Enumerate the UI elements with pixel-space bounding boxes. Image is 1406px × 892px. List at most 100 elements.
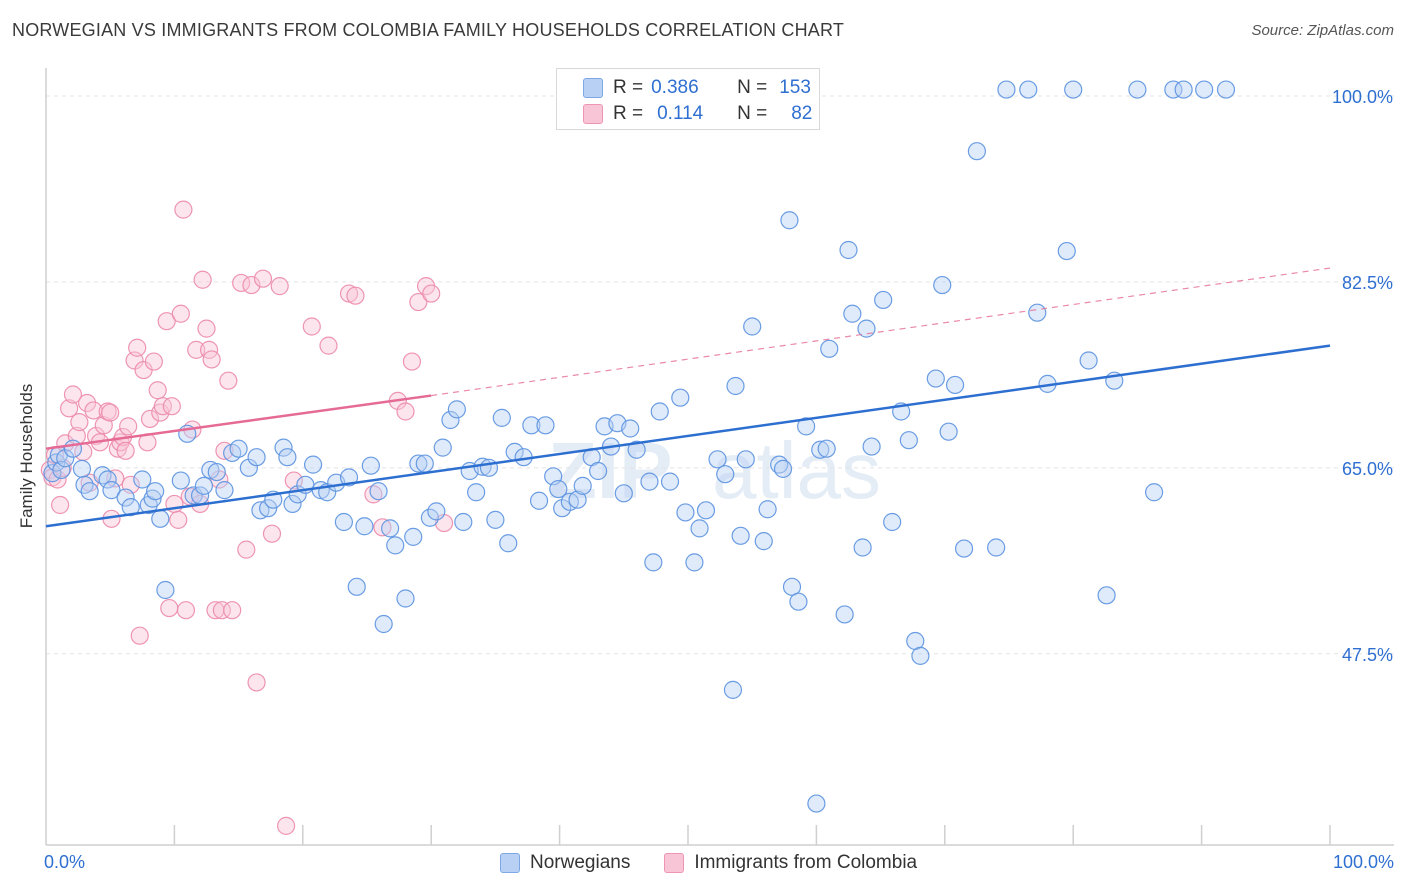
colombia-point <box>162 397 181 416</box>
norwegian-point <box>1128 80 1147 99</box>
norwegian-point <box>690 519 709 538</box>
norwegian-point <box>433 438 452 457</box>
colombia-point <box>402 352 422 371</box>
legend-item-norwegians: Norwegians <box>500 852 630 874</box>
norwegian-point <box>758 500 777 519</box>
norwegian-point <box>274 438 293 457</box>
norwegian-point <box>143 489 162 508</box>
norwegian-point <box>621 419 640 438</box>
norwegian-point <box>640 472 659 491</box>
norwegian-point <box>1216 80 1236 99</box>
norwegian-point <box>80 482 99 501</box>
r-label: R = <box>613 103 644 124</box>
r-value: 0.114 <box>657 103 704 124</box>
norwegian-point <box>676 503 695 522</box>
norwegian-point <box>409 454 428 473</box>
r-label: R = <box>613 77 644 98</box>
norwegian-point <box>1028 303 1047 322</box>
correlation-legend: R = 0.386 N = 153 R = 0.114 N = 82 <box>556 68 820 130</box>
colombia-point <box>373 518 392 537</box>
n-label: N = <box>737 77 768 98</box>
norwegian-point <box>339 468 359 487</box>
norwegian-point <box>98 470 117 489</box>
norwegian-point <box>72 459 92 478</box>
colombia-point <box>70 413 89 432</box>
colombia-point <box>193 270 212 289</box>
norwegian-point <box>467 483 486 502</box>
grid-lines <box>46 95 1394 655</box>
norwegian-point <box>529 491 549 510</box>
norwegian-point <box>954 539 974 558</box>
norwegian-point <box>492 408 511 427</box>
colombia-point <box>63 385 83 404</box>
norwegian-point <box>967 142 987 161</box>
norwegian-point <box>156 580 175 600</box>
colombia-point <box>242 275 261 295</box>
norwegian-point <box>883 512 902 532</box>
norwegian-point <box>1057 241 1076 261</box>
y-axis-label: Family Households <box>17 383 36 529</box>
source-credit: Source: ZipAtlas.com <box>1251 22 1394 39</box>
norwegian-point <box>987 538 1006 557</box>
chart-title: NORWEGIAN VS IMMIGRANTS FROM COLOMBIA FA… <box>12 20 845 40</box>
colombia-point <box>319 336 338 355</box>
series-legend: Norwegians Immigrants from Colombia <box>500 852 951 874</box>
x-tick-max: 100.0% <box>1332 852 1394 872</box>
colombia-point <box>422 284 441 303</box>
norwegian-point <box>723 680 743 699</box>
norwegian-point <box>731 526 750 545</box>
norwegian-point <box>361 456 380 475</box>
norwegian-point <box>151 509 170 528</box>
norwegian-point <box>644 553 663 572</box>
norwegian-point <box>116 488 135 507</box>
watermark-atlas: atlas <box>712 426 881 515</box>
colombia-point <box>409 292 428 312</box>
norwegian-point <box>736 450 755 469</box>
norwegian-point <box>56 449 75 468</box>
colombia-point <box>247 673 266 692</box>
norwegian-point <box>454 512 473 532</box>
colombia-points <box>40 200 454 835</box>
x-tick-min: 0.0% <box>44 852 86 872</box>
colombia-point <box>51 495 70 515</box>
colombia-point <box>302 317 321 336</box>
pink-swatch <box>583 104 603 124</box>
colombia-point <box>140 409 160 429</box>
norwegian-point <box>933 275 952 295</box>
norwegian-point <box>1174 80 1193 99</box>
norwegian-point <box>1079 351 1098 370</box>
norwegian-point <box>589 461 608 481</box>
norwegian-point <box>817 439 836 458</box>
norwegian-point <box>536 416 555 435</box>
colombia-trend-extension <box>431 267 1331 397</box>
norwegian-point <box>945 375 965 395</box>
blue-swatch <box>500 853 520 873</box>
legend-label-colombia: Immigrants from Colombia <box>694 852 918 873</box>
norwegian-point <box>415 454 434 473</box>
n-value: 82 <box>791 103 813 124</box>
colombia-point <box>77 393 97 413</box>
norwegian-point <box>52 460 71 480</box>
legend-row-norwegians: R = 0.386 N = 153 <box>583 75 811 101</box>
norwegian-point <box>259 499 278 518</box>
y-tick-labels: 47.5% 65.0% 82.5% 100.0% <box>1332 87 1393 665</box>
norwegian-point <box>121 498 140 517</box>
norwegian-point <box>911 646 930 665</box>
norwegian-trend-line <box>45 344 1331 528</box>
colombia-point <box>346 286 365 305</box>
colombia-point <box>176 601 196 620</box>
legend-label-norwegians: Norwegians <box>530 852 631 873</box>
norwegian-point <box>627 440 646 459</box>
norwegian-point <box>303 455 323 474</box>
norwegian-point <box>278 448 297 467</box>
norwegian-point <box>441 410 460 430</box>
blue-swatch <box>583 78 603 98</box>
norwegian-point <box>843 304 862 323</box>
norwegian-point <box>899 431 918 450</box>
norwegian-point <box>811 440 830 459</box>
colombia-point <box>128 338 147 357</box>
norwegian-point <box>573 476 592 495</box>
colombia-point <box>169 510 188 529</box>
norwegian-point <box>283 494 302 514</box>
